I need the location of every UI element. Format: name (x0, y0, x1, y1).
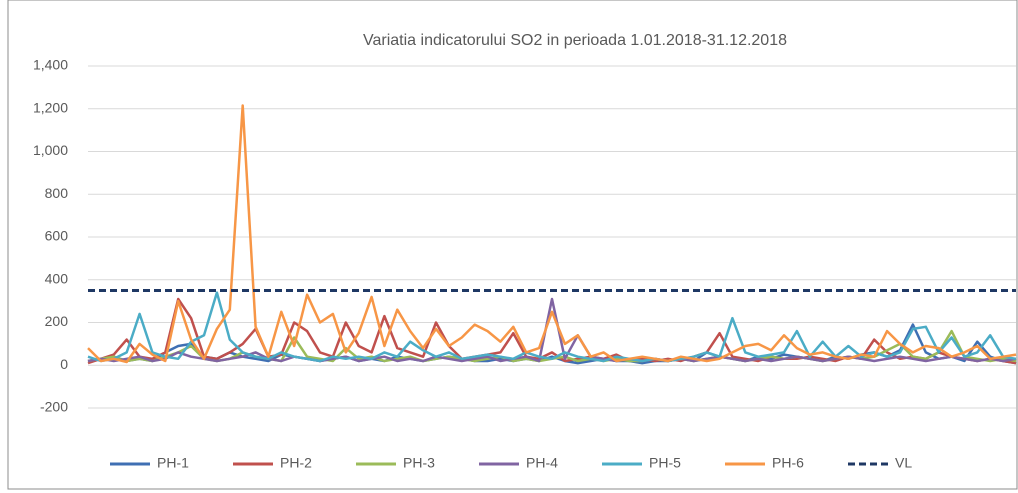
y-tick-label: 1,000 (33, 142, 68, 158)
series-line (87, 297, 1017, 363)
chart-title: Variatia indicatorului SO2 in perioada 1… (363, 32, 787, 49)
chart-frame (7, 0, 1018, 490)
legend-label: PH-1 (157, 455, 189, 471)
y-tick-label: 1,200 (33, 99, 68, 115)
y-tick-label: 400 (45, 270, 69, 286)
series-line (87, 291, 1017, 363)
legend-label: PH-6 (772, 455, 804, 471)
legend-label: PH-4 (526, 455, 558, 471)
series-line (87, 104, 1017, 364)
legend-label: VL (895, 455, 912, 471)
legend-label: PH-5 (649, 455, 681, 471)
legend-label: PH-2 (280, 455, 312, 471)
legend-label: PH-3 (403, 455, 435, 471)
y-tick-label: 1,400 (33, 57, 68, 73)
y-tick-label: 800 (45, 185, 69, 201)
y-tick-label: -200 (40, 399, 68, 415)
y-tick-label: 0 (60, 356, 68, 372)
y-tick-label: 600 (45, 228, 69, 244)
y-tick-label: 200 (45, 313, 69, 329)
